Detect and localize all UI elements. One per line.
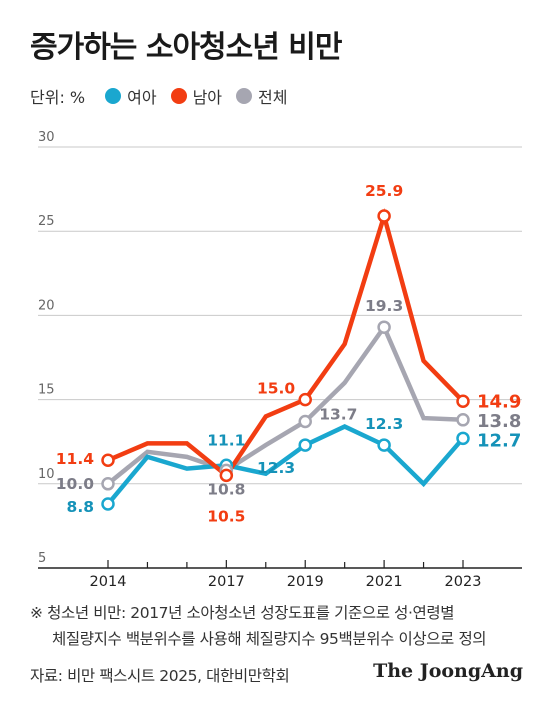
y-tick-label-5: 5 [38,551,46,566]
series-line-2 [106,322,464,486]
y-tick-label-10: 10 [38,467,55,482]
data-point-marker-0-5 [298,438,312,452]
legend-swatch-girls [105,88,122,104]
legend-swatch-total [236,88,253,104]
data-label-1-9: 14.9 [477,391,521,412]
data-label-2-9: 13.8 [477,411,521,432]
data-point-marker-1-7 [377,209,391,223]
data-point-marker-1-3 [219,468,234,483]
data-point-marker-1-5 [298,392,312,407]
data-label-0-9: 12.7 [477,430,521,451]
data-point-marker-2-5 [298,414,312,429]
data-label-2-0: 10.0 [56,475,94,493]
unit-label: 단위: % [30,88,86,107]
data-point-marker-2-0 [101,477,115,491]
x-tick-label-2021: 2021 [366,574,403,590]
data-label-2-7: 19.3 [365,297,403,315]
x-tick-label-2019: 2019 [287,574,324,590]
data-point-marker-2-7 [377,320,391,334]
legend-label-total: 전체 [258,88,288,107]
data-point-marker-1-0 [101,453,115,467]
chart-title: 증가하는 소아청소년 비만 [30,30,342,65]
legend-label-girls: 여아 [127,88,157,107]
x-tick-label-2023: 2023 [445,574,482,590]
data-label-0-3: 11.1 [207,431,245,449]
x-tick-label-2014: 2014 [90,574,127,590]
data-label-1-5: 15.0 [257,380,295,398]
footnote-line-2: 체질량지수 백분위수를 사용해 체질량지수 95백분위수 이상으로 정의 [52,630,487,648]
data-point-marker-0-9 [456,431,470,446]
data-point-marker-0-7 [377,438,391,452]
legend: 단위: % 여아 남아 전체 [30,84,287,108]
data-point-marker-1-9 [456,394,470,409]
y-tick-label-20: 20 [38,298,55,313]
y-tick-label-25: 25 [38,214,55,229]
data-label-0-0: 8.8 [67,498,94,516]
data-point-marker-0-0 [101,497,115,511]
data-label-1-3: 10.5 [207,507,245,525]
data-label-1-0: 11.4 [56,450,94,468]
data-label-1-7: 25.9 [365,182,403,200]
source-text: 자료: 비만 팩스시트 2025, 대한비만학회 [30,667,290,685]
data-label-0-7: 12.3 [365,415,403,433]
legend-swatch-boys [170,88,187,104]
footnote: ※ 청소년 비만: 2017년 소아청소년 성장도표를 기준으로 성·연령별 체… [30,600,550,652]
brand-logo: The JoongAng [373,660,523,682]
series-line-0 [106,424,465,506]
footnote-line-1: ※ 청소년 비만: 2017년 소아청소년 성장도표를 기준으로 성·연령별 [30,604,455,622]
y-tick-label-15: 15 [38,383,55,398]
legend-item-girls: 여아 [105,84,157,108]
x-tick-label-2017: 2017 [208,574,245,590]
data-label-2-5: 13.7 [319,405,357,423]
data-label-0-5: 12.3 [257,459,295,477]
y-tick-label-30: 30 [38,130,55,145]
legend-item-boys: 남아 [170,84,223,108]
legend-label-boys: 남아 [192,88,223,107]
series-line-1 [107,207,465,479]
data-label-2-3: 10.8 [207,480,245,498]
line-chart: 5 10 15 20 25 30 2014 2017 2019 2021 2023 11.4 10.0 8… [38,130,522,590]
data-point-marker-2-9 [456,413,470,427]
legend-item-total: 전체 [236,84,287,108]
